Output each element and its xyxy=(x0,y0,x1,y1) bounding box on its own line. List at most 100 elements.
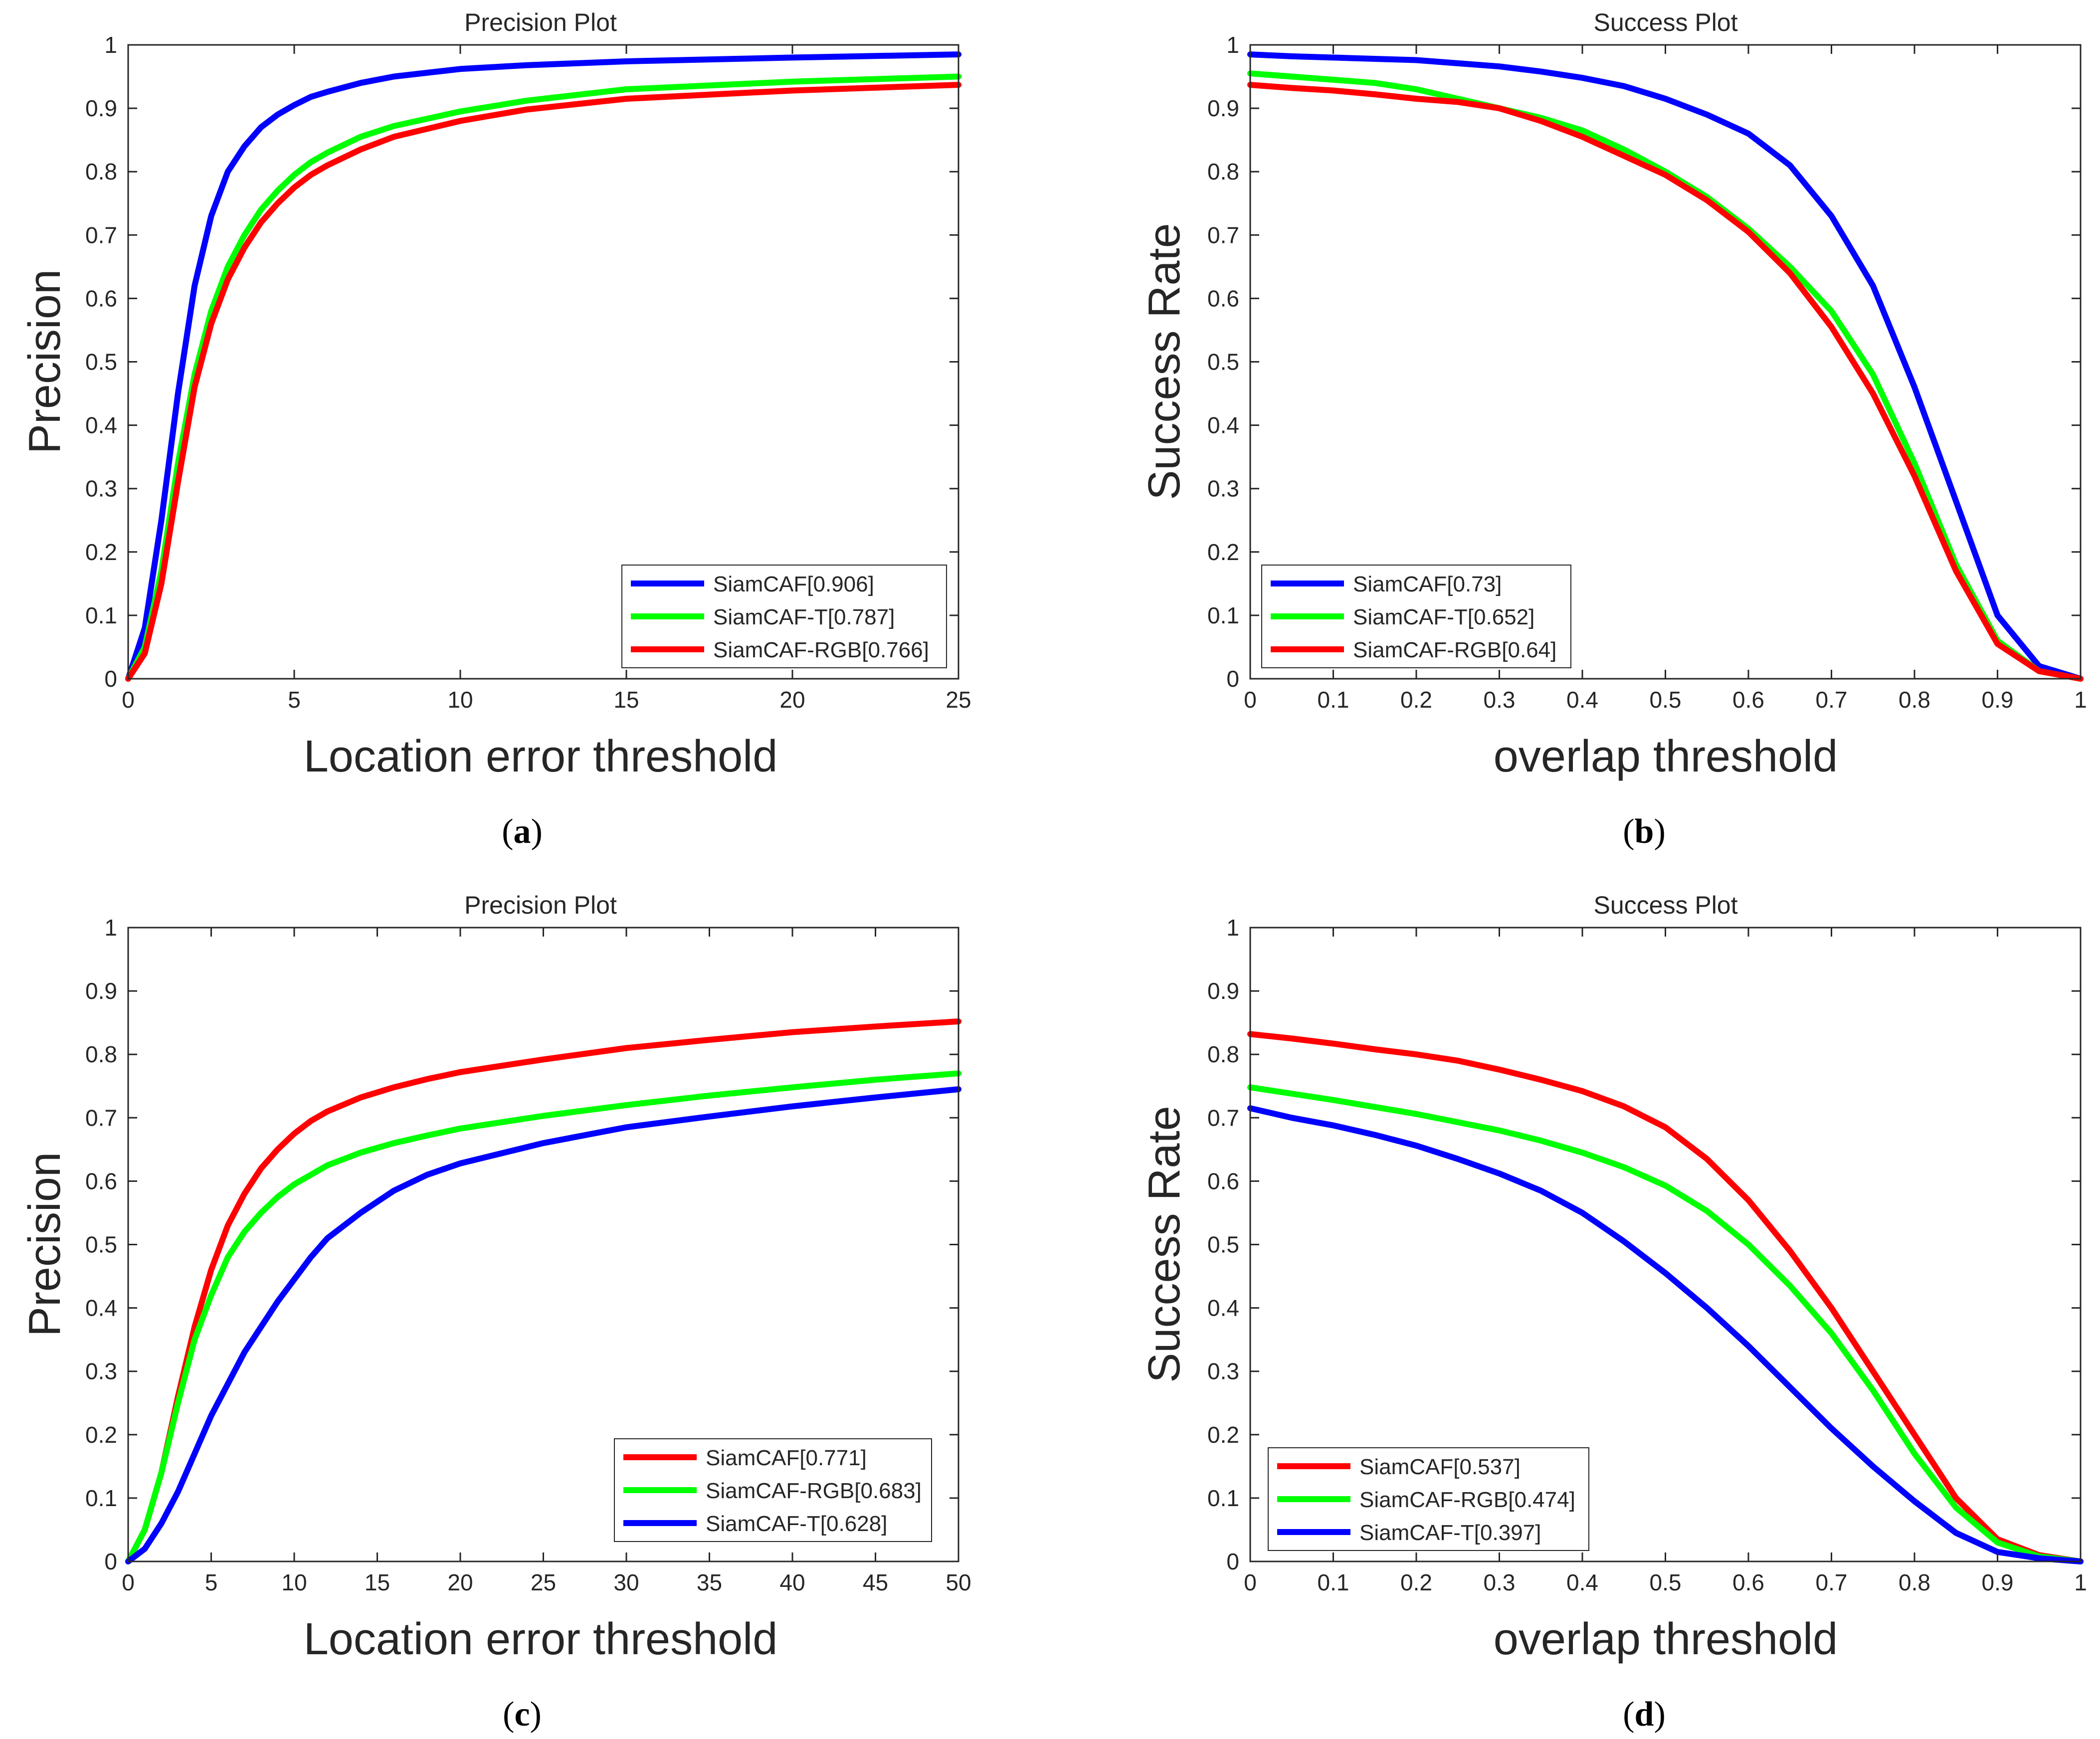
y-tick-label: 0 xyxy=(1226,1548,1239,1574)
y-tick-label: 0.6 xyxy=(85,285,117,311)
legend: SiamCAF[0.771] SiamCAF-RGB[0.683] SiamCA… xyxy=(614,1438,932,1542)
figure-caption: (c) xyxy=(503,1695,542,1734)
y-tick-label: 0.2 xyxy=(1207,1422,1239,1448)
figure-caption: (a) xyxy=(502,812,543,851)
x-tick-label: 5 xyxy=(205,1569,218,1595)
x-tick-label: 10 xyxy=(447,687,473,713)
series-line xyxy=(125,73,961,682)
x-axis-label: overlap threshold xyxy=(1494,732,1838,781)
x-tick-label: 0.9 xyxy=(1982,1569,2014,1595)
x-tick-label: 15 xyxy=(365,1569,390,1595)
y-tick-label: 1 xyxy=(104,32,117,58)
y-tick-label: 0.7 xyxy=(85,222,117,248)
x-tick-label: 45 xyxy=(863,1569,888,1595)
legend-label: SiamCAF[0.73] xyxy=(1353,572,1502,596)
x-tick-label: 25 xyxy=(531,1569,556,1595)
series-line xyxy=(125,82,961,682)
series-line xyxy=(1247,82,2084,682)
y-tick-label: 0.3 xyxy=(85,1358,117,1384)
legend: SiamCAF[0.537] SiamCAF-RGB[0.474] SiamCA… xyxy=(1268,1447,1589,1551)
series-line xyxy=(125,1070,961,1564)
y-tick-label: 0.8 xyxy=(85,159,117,185)
x-tick-label: 0.3 xyxy=(1484,687,1516,713)
y-tick-label: 0.2 xyxy=(85,539,117,565)
y-tick-label: 0.6 xyxy=(1207,1168,1239,1194)
legend-label: SiamCAF-T[0.628] xyxy=(706,1512,887,1536)
x-tick-label: 0.9 xyxy=(1982,687,2014,713)
y-tick-label: 0.9 xyxy=(85,95,117,121)
y-tick-label: 0 xyxy=(1226,666,1239,692)
x-tick-label: 0.5 xyxy=(1650,687,1682,713)
legend-label: SiamCAF-RGB[0.683] xyxy=(706,1479,922,1503)
y-tick-label: 1 xyxy=(1226,32,1239,58)
x-tick-label: 0.1 xyxy=(1318,687,1349,713)
y-tick-label: 1 xyxy=(1226,915,1239,941)
series-line xyxy=(1247,1084,2084,1564)
legend-label: SiamCAF[0.537] xyxy=(1359,1455,1521,1479)
y-tick-label: 0.5 xyxy=(1207,349,1239,375)
x-tick-label: 0.6 xyxy=(1732,687,1764,713)
legend-label: SiamCAF-RGB[0.64] xyxy=(1353,638,1556,662)
y-tick-label: 0.2 xyxy=(85,1422,117,1448)
x-tick-label: 0.7 xyxy=(1816,1569,1848,1595)
x-tick-label: 0.2 xyxy=(1400,687,1432,713)
x-tick-label: 0.3 xyxy=(1484,1569,1516,1595)
y-tick-label: 0.7 xyxy=(1207,222,1239,248)
x-tick-label: 1 xyxy=(2074,687,2087,713)
series-line xyxy=(125,51,961,682)
y-tick-label: 0.1 xyxy=(1207,1485,1239,1511)
y-tick-label: 0.5 xyxy=(85,1232,117,1258)
legend-label: SiamCAF-T[0.652] xyxy=(1353,605,1534,629)
chart-title: Success Plot xyxy=(1593,891,1737,919)
x-tick-label: 40 xyxy=(779,1569,805,1595)
figure-caption: (d) xyxy=(1623,1695,1666,1734)
legend: SiamCAF[0.73] SiamCAF-T[0.652] SiamCAF-R… xyxy=(1261,565,1571,668)
legend-label: SiamCAF-RGB[0.474] xyxy=(1359,1488,1575,1512)
x-tick-label: 20 xyxy=(779,687,805,713)
x-tick-label: 0.1 xyxy=(1318,1569,1349,1595)
x-tick-label: 30 xyxy=(613,1569,639,1595)
y-tick-label: 0.9 xyxy=(1207,95,1239,121)
y-tick-label: 0.1 xyxy=(85,1485,117,1511)
x-tick-label: 10 xyxy=(281,1569,307,1595)
chart-title: Success Plot xyxy=(1593,8,1737,36)
x-tick-label: 35 xyxy=(697,1569,722,1595)
series-line xyxy=(1247,1031,2084,1564)
figure-caption: (b) xyxy=(1623,812,1666,851)
y-tick-label: 0.9 xyxy=(85,978,117,1004)
x-tick-label: 0 xyxy=(122,1569,135,1595)
y-tick-label: 1 xyxy=(104,915,117,941)
x-tick-label: 0 xyxy=(1244,687,1257,713)
x-tick-label: 0.8 xyxy=(1899,687,1930,713)
panel-b: Success Plot 0 0.1 0.2 0.3 0.4 0.5 0.6 0.7 0.8 0.… xyxy=(1140,8,2087,851)
y-tick-label: 0.5 xyxy=(85,349,117,375)
x-tick-label: 5 xyxy=(288,687,301,713)
x-axis-label: overlap threshold xyxy=(1494,1614,1838,1664)
y-tick-label: 0.4 xyxy=(85,1295,117,1321)
caption-letter: d xyxy=(1635,1695,1654,1734)
y-tick-label: 0.7 xyxy=(85,1105,117,1131)
x-tick-label: 15 xyxy=(613,687,639,713)
y-tick-label: 0.1 xyxy=(1207,602,1239,628)
y-tick-label: 0.5 xyxy=(1207,1232,1239,1258)
legend-label: SiamCAF[0.906] xyxy=(713,572,874,596)
x-axis-label: Location error threshold xyxy=(304,1614,778,1664)
series-line xyxy=(1247,1105,2084,1564)
x-axis-label: Location error threshold xyxy=(304,732,778,781)
legend-label: SiamCAF-RGB[0.766] xyxy=(713,638,929,662)
y-tick-label: 0.4 xyxy=(1207,412,1239,438)
y-tick-label: 0 xyxy=(104,666,117,692)
series-line xyxy=(125,1086,961,1564)
y-tick-label: 0.6 xyxy=(1207,285,1239,311)
y-tick-label: 0.2 xyxy=(1207,539,1239,565)
panel-a: Precision Plot 0 5 10 15 20 25 0 0.1 0.2 0.3 0.4 0.… xyxy=(20,8,971,851)
y-tick-label: 0.8 xyxy=(1207,1041,1239,1067)
y-tick-label: 0.3 xyxy=(1207,1358,1239,1384)
caption-letter: c xyxy=(514,1695,530,1734)
y-tick-label: 0.4 xyxy=(1207,1295,1239,1321)
x-tick-label: 0.6 xyxy=(1732,1569,1764,1595)
y-tick-label: 0.8 xyxy=(85,1041,117,1067)
x-tick-label: 20 xyxy=(447,1569,473,1595)
